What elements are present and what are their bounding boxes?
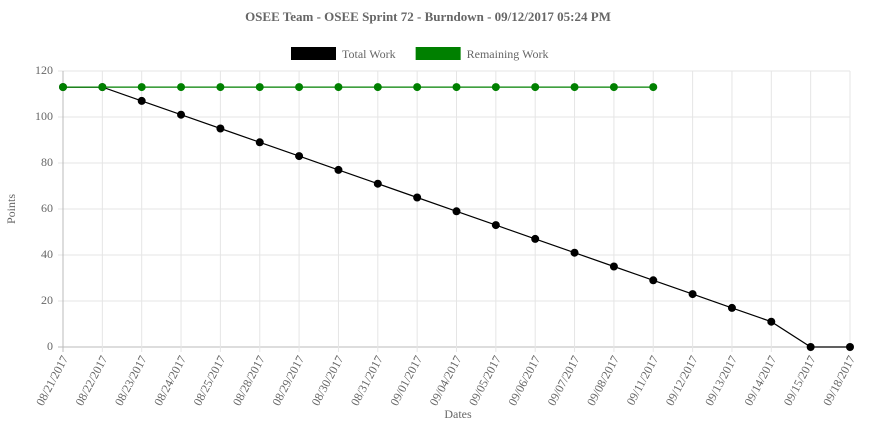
data-point <box>334 83 343 92</box>
y-tick-label: 0 <box>47 339 53 353</box>
data-point <box>531 234 540 243</box>
x-tick-label: 08/30/2017 <box>308 353 346 408</box>
x-tick-label: 09/05/2017 <box>466 353 504 408</box>
data-point <box>295 152 304 161</box>
legend-label: Total Work <box>342 47 396 61</box>
data-point <box>295 83 304 92</box>
x-tick-label: 08/22/2017 <box>72 353 110 408</box>
x-tick-label: 08/31/2017 <box>348 353 386 408</box>
x-tick-label: 09/08/2017 <box>584 353 622 408</box>
data-point <box>98 83 107 92</box>
x-tick-label: 09/04/2017 <box>427 353 465 408</box>
data-point <box>846 343 854 351</box>
x-tick-label: 09/18/2017 <box>820 353 858 408</box>
data-point <box>491 221 500 230</box>
y-tick-label: 60 <box>41 201 53 215</box>
x-tick-label: 09/14/2017 <box>741 353 779 408</box>
x-tick-label: 09/07/2017 <box>545 353 583 408</box>
data-point <box>727 303 736 312</box>
x-tick-label: 08/21/2017 <box>33 353 71 408</box>
x-tick-label: 08/25/2017 <box>190 353 228 408</box>
x-tick-label: 08/28/2017 <box>230 353 268 408</box>
x-tick-label: 09/13/2017 <box>702 353 740 408</box>
data-point <box>452 83 461 92</box>
x-tick-label: 09/11/2017 <box>624 353 662 407</box>
data-point <box>216 124 225 133</box>
data-point <box>452 207 461 216</box>
data-point <box>649 276 658 285</box>
data-point <box>334 165 343 174</box>
chart-title: OSEE Team - OSEE Sprint 72 - Burndown - … <box>245 9 611 24</box>
data-point <box>59 83 67 92</box>
data-point <box>609 262 618 271</box>
data-point <box>373 83 382 92</box>
data-point <box>137 96 146 105</box>
y-tick-label: 40 <box>41 247 53 261</box>
data-point <box>806 343 815 351</box>
x-tick-label: 08/23/2017 <box>112 353 150 408</box>
data-point <box>137 83 146 92</box>
data-point <box>216 83 225 92</box>
x-tick-label: 09/15/2017 <box>781 353 819 408</box>
data-point <box>255 138 264 147</box>
x-axis-label: Dates <box>444 407 472 421</box>
x-tick-label: 08/24/2017 <box>151 353 189 408</box>
data-point <box>177 110 186 119</box>
data-point <box>649 83 658 92</box>
x-tick-label: 08/29/2017 <box>269 353 307 408</box>
x-tick-label: 09/01/2017 <box>387 353 425 408</box>
data-point <box>177 83 186 92</box>
data-point <box>491 83 500 92</box>
y-axis-label: Points <box>4 194 18 224</box>
data-point <box>531 83 540 92</box>
data-point <box>688 290 697 299</box>
data-point <box>255 83 264 92</box>
data-point <box>570 83 579 92</box>
data-point <box>767 317 776 326</box>
legend-swatch <box>415 47 461 60</box>
y-tick-label: 120 <box>35 63 53 77</box>
data-point <box>373 179 382 188</box>
legend-label: Remaining Work <box>467 47 549 61</box>
y-tick-label: 80 <box>41 155 53 169</box>
data-point <box>413 83 422 92</box>
y-tick-label: 20 <box>41 293 53 307</box>
x-tick-label: 09/06/2017 <box>505 353 543 408</box>
y-tick-label: 100 <box>35 109 53 123</box>
legend-swatch <box>291 47 336 60</box>
x-tick-label: 09/12/2017 <box>663 353 701 408</box>
data-point <box>413 193 422 202</box>
data-point <box>570 248 579 257</box>
data-point <box>609 83 618 92</box>
